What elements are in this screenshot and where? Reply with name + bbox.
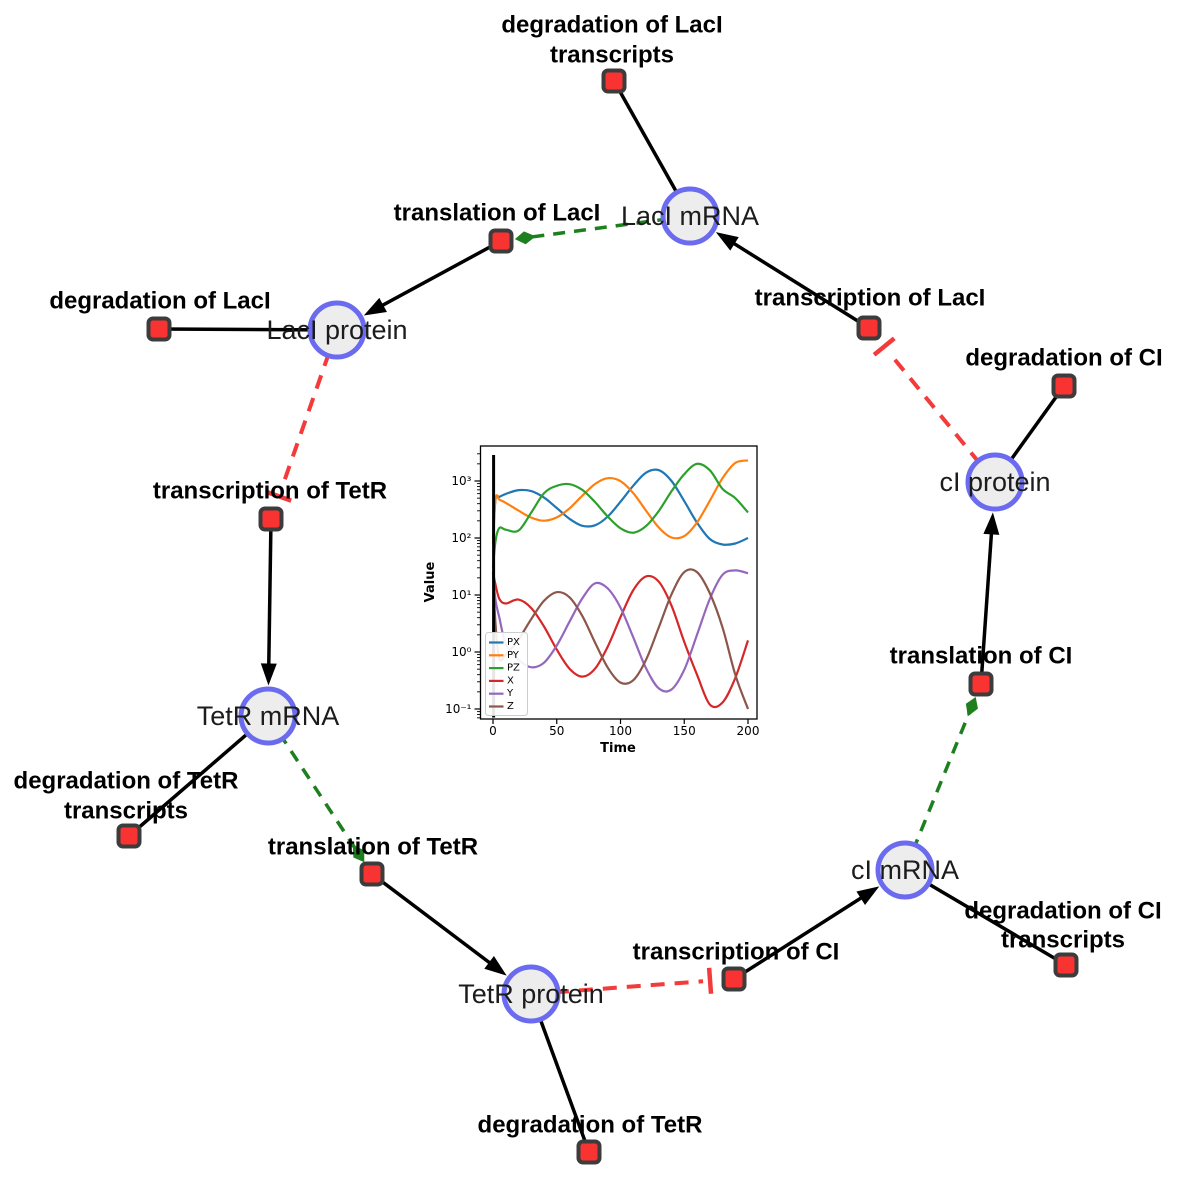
- reaction-label-deg_ci: degradation of CI: [965, 345, 1162, 372]
- edge-ci_protein-txn_laci-tbar: [872, 336, 896, 357]
- edge-laci_mrna-transl_laci-diamond: [514, 231, 536, 245]
- time-course-plot: 0 50 100 150 20010³10²10¹10⁰10⁻¹TimeValuePXP…: [423, 445, 760, 756]
- species-node-laci_protein[interactable]: [307, 300, 367, 360]
- reaction-node-transl_ci[interactable]: [968, 671, 994, 697]
- y-tick-label: 10¹: [451, 588, 471, 602]
- species-label-ci_mrna: cI mRNA: [851, 855, 959, 885]
- edge-transl_laci-laci_protein-arrowhead: [363, 297, 387, 316]
- y-tick-label: 10⁰: [451, 645, 471, 659]
- reaction-label-deg_laci_tx-line1: degradation of LacI: [501, 12, 722, 39]
- edge-txn_tetr-tetr_mrna: [266, 518, 273, 669]
- reaction-label-deg_tetr: degradation of TetR: [478, 1112, 703, 1139]
- edge-transl_ci-ci_protein-arrowhead: [983, 512, 1000, 535]
- edge-tetr_mrna-deg_tetr_tx: [127, 714, 270, 838]
- reaction-label-deg_laci: degradation of LacI: [49, 288, 270, 315]
- reaction-label-txn_tetr: transcription of TetR: [153, 478, 387, 505]
- reaction-label-deg_ci_tx-line1: degradation of CI: [964, 898, 1161, 925]
- y-tick-label: 10³: [451, 474, 471, 488]
- reaction-node-txn_tetr[interactable]: [258, 506, 284, 532]
- reaction-label-transl_laci: translation of LacI: [394, 200, 601, 227]
- reaction-label-txn_laci: transcription of LacI: [755, 285, 986, 312]
- reaction-label-transl_tetr: translation of TetR: [268, 834, 478, 861]
- reaction-label-deg_laci_tx-line2: transcripts: [550, 42, 674, 69]
- x-axis-label: Time: [600, 741, 636, 756]
- edge-txn_tetr-tetr_mrna-arrowhead: [260, 663, 277, 686]
- edge-tetr_protein-txn_ci-tbar: [706, 967, 714, 994]
- reaction-node-deg_ci[interactable]: [1051, 373, 1077, 399]
- species-node-tetr_protein[interactable]: [501, 964, 561, 1024]
- reaction-label-deg_ci_tx-line2: transcripts: [1001, 927, 1125, 954]
- reaction-node-deg_ci_tx[interactable]: [1053, 952, 1079, 978]
- x-tick-label: 0: [489, 724, 497, 738]
- edge-txn_laci-laci_mrna-arrowhead: [715, 232, 739, 251]
- y-tick-label: 10⁻¹: [445, 702, 472, 716]
- y-tick-label: 10²: [451, 531, 471, 545]
- species-node-ci_protein[interactable]: [965, 452, 1025, 512]
- reaction-label-transl_ci: translation of CI: [890, 643, 1073, 670]
- edge-tetr_mrna-transl_tetr-diamond: [352, 844, 365, 863]
- species-node-tetr_mrna[interactable]: [238, 686, 298, 746]
- nodes-layer: [116, 68, 1079, 1165]
- species-label-ci_protein: cI protein: [939, 467, 1050, 497]
- reaction-node-deg_tetr[interactable]: [576, 1139, 602, 1165]
- labels-layer: LacI mRNA LacI protein TetR mRNA TetR prote…: [14, 12, 1163, 1139]
- edge-ci_mrna-deg_ci_tx: [904, 868, 1067, 967]
- edge-ci_mrna-transl_ci-diamond: [965, 696, 978, 717]
- legend-label-PY: PY: [507, 650, 520, 661]
- reaction-node-txn_ci[interactable]: [721, 966, 747, 992]
- reaction-node-deg_laci[interactable]: [146, 316, 172, 342]
- species-node-laci_mrna[interactable]: [660, 186, 720, 246]
- species-label-laci_protein: LacI protein: [266, 315, 407, 345]
- series-curve-X: [491, 572, 750, 709]
- plot-frame: [479, 445, 758, 720]
- edge-laci_protein-deg_laci: [158, 327, 338, 332]
- reaction-node-transl_tetr[interactable]: [359, 861, 385, 887]
- reaction-node-deg_tetr_tx[interactable]: [116, 823, 142, 849]
- x-tick-label: 200: [737, 724, 760, 738]
- edge-transl_tetr-tetr_protein-arrowhead: [484, 955, 507, 976]
- legend-label-X: X: [507, 675, 514, 686]
- reaction-node-txn_laci[interactable]: [856, 315, 882, 341]
- edge-txn_laci-laci_mrna: [729, 239, 870, 330]
- edge-transl_tetr-tetr_protein: [370, 872, 495, 967]
- x-tick-label: 150: [673, 724, 696, 738]
- legend-label-Z: Z: [507, 701, 514, 712]
- legend-label-PX: PX: [507, 637, 520, 648]
- edge-txn_ci-ci_mrna: [733, 894, 866, 981]
- edge-transl_ci-ci_protein: [979, 529, 994, 685]
- legend-label-Y: Y: [506, 688, 514, 699]
- y-axis-label: Value: [423, 561, 438, 602]
- edge-laci_protein-txn_tetr-tbar: [265, 489, 292, 503]
- x-tick-label: 100: [609, 724, 632, 738]
- series-curve-PZ: [491, 462, 749, 568]
- reaction-label-deg_tetr_tx-line2: transcripts: [64, 798, 188, 825]
- reaction-label-txn_ci: transcription of CI: [633, 939, 840, 966]
- reaction-label-deg_tetr_tx-line1: degradation of TetR: [14, 768, 239, 795]
- reaction-node-transl_laci[interactable]: [488, 228, 514, 254]
- reaction-node-deg_laci_tx[interactable]: [601, 68, 627, 94]
- series-curve-PY: [491, 459, 749, 544]
- x-tick-label: 50: [549, 724, 564, 738]
- species-node-ci_mrna[interactable]: [875, 840, 935, 900]
- legend-label-PZ: PZ: [507, 663, 520, 674]
- species-label-tetr_protein: TetR protein: [458, 979, 604, 1009]
- edge-transl_laci-laci_protein: [377, 239, 502, 309]
- species-label-laci_mrna: LacI mRNA: [621, 201, 759, 231]
- species-label-tetr_mrna: TetR mRNA: [197, 701, 340, 731]
- edge-txn_ci-ci_mrna-arrowhead: [856, 886, 880, 905]
